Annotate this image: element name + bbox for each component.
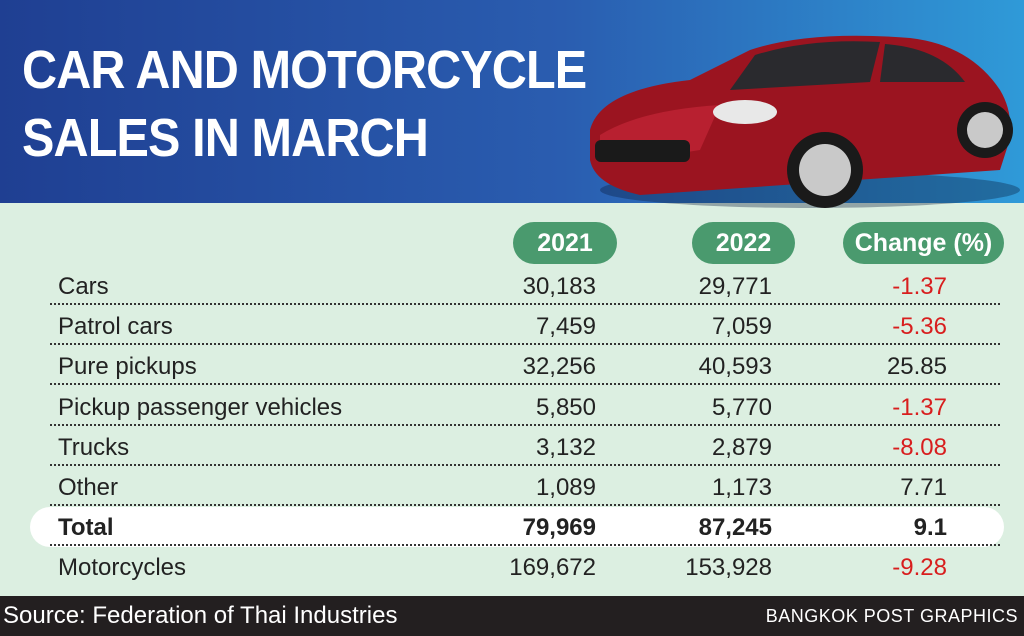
column-header-2021: 2021 (513, 222, 617, 264)
table-row: Other 1,089 1,173 7.71 (30, 467, 1004, 507)
cell-value: 1,089 (535, 474, 596, 501)
row-label: Other (58, 474, 119, 501)
row-label: Pure pickups (58, 353, 197, 381)
table-row: Trucks 3,132 2,879 -8.08 (30, 427, 1004, 467)
row-label: Total (58, 514, 114, 542)
header-banner: CAR AND MOTORCYCLE SALES IN MARCH (0, 0, 1024, 208)
row-label: Trucks (58, 433, 130, 461)
cell-value: 40,593 (698, 353, 772, 381)
row-divider (50, 343, 1000, 346)
row-label: Patrol cars (58, 313, 173, 341)
footer: Source: Federation of Thai Industries BA… (0, 596, 1024, 636)
cell-value: 30,183 (522, 273, 596, 300)
row-divider (50, 463, 1000, 466)
cell-value: 2,879 (711, 433, 772, 461)
car-illustration (590, 35, 1020, 208)
title: CAR AND MOTORCYCLE SALES IN MARCH (22, 40, 587, 168)
table-row: Motorcycles 169,672 153,928 -9.28 (30, 547, 1004, 587)
row-divider (50, 383, 1000, 386)
cell-value: 153,928 (685, 554, 772, 582)
cell-value: -1.37 (892, 393, 947, 421)
cell-value: -5.36 (892, 313, 947, 341)
table-row: Total 79,969 87,245 9.1 (30, 507, 1004, 548)
column-header-change: Change (%) (843, 222, 1004, 264)
cell-value: 79,969 (522, 514, 596, 542)
table-row: Pure pickups 32,256 40,593 25.85 (30, 346, 1004, 386)
cell-value: 29,771 (698, 273, 772, 300)
cell-value: 169,672 (509, 554, 596, 582)
cell-value: 7,459 (535, 313, 596, 341)
cell-value: 1,173 (711, 474, 772, 501)
row-divider (50, 423, 1000, 426)
row-label: Pickup passenger vehicles (58, 393, 343, 421)
row-divider (50, 303, 1000, 305)
table-row: Pickup passenger vehicles 5,850 5,770 -1.37 (30, 387, 1004, 427)
cell-value: 25.85 (886, 353, 947, 381)
cell-value: 3,132 (535, 433, 596, 461)
row-divider (50, 504, 1000, 506)
cell-value: 7,059 (711, 313, 772, 341)
column-header-2022: 2022 (692, 222, 795, 264)
cell-value: -8.08 (892, 433, 947, 461)
row-divider (50, 544, 1000, 547)
table-row: Cars 30,183 29,771 -1.37 (30, 266, 1004, 306)
cell-value: 5,770 (711, 393, 772, 421)
cell-value: 9.1 (913, 514, 947, 542)
cell-value: -1.37 (892, 273, 947, 300)
source-note: Source: Federation of Thai Industries (3, 602, 398, 629)
cell-value: 5,850 (535, 393, 596, 421)
cell-value: 87,245 (698, 514, 772, 542)
cell-value: 32,256 (522, 353, 596, 381)
credit: BANGKOK POST GRAPHICS (765, 606, 1018, 626)
row-label: Motorcycles (58, 554, 187, 582)
row-label: Cars (58, 273, 109, 300)
cell-value: 7.71 (900, 474, 947, 501)
table-row: Patrol cars 7,459 7,059 -5.36 (30, 306, 1004, 346)
cell-value: -9.28 (892, 554, 947, 582)
